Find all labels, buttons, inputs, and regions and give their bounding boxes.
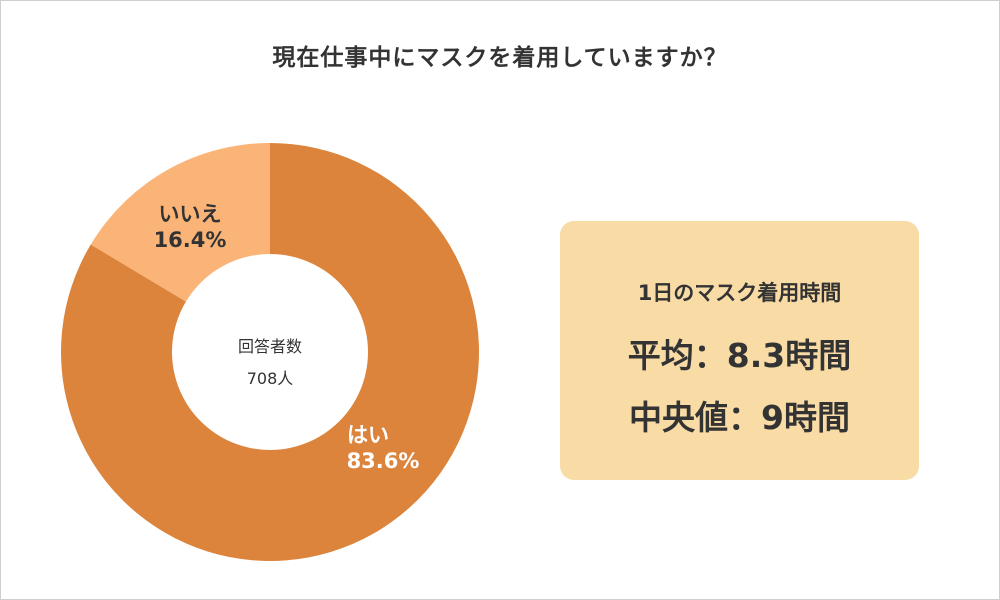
center-label-count: 708人 — [247, 369, 294, 388]
slice-label-yes: はい — [347, 423, 389, 447]
slice-value-no: 16.4% — [154, 228, 227, 252]
chart-title: 現在仕事中にマスクを着用していますか？ — [272, 45, 728, 71]
average-time: 平均：8.3時間 — [627, 336, 852, 375]
median-time: 中央値：9時間 — [629, 398, 850, 437]
slice-value-yes: 83.6% — [347, 449, 420, 473]
slice-label-no: いいえ — [159, 202, 222, 226]
donut-hole — [172, 254, 368, 450]
center-label-title: 回答者数 — [238, 337, 302, 356]
summary-title: 1日のマスク着用時間 — [637, 281, 842, 305]
mask-time-summary-box: 1日のマスク着用時間 平均：8.3時間 中央値：9時間 — [560, 221, 919, 480]
